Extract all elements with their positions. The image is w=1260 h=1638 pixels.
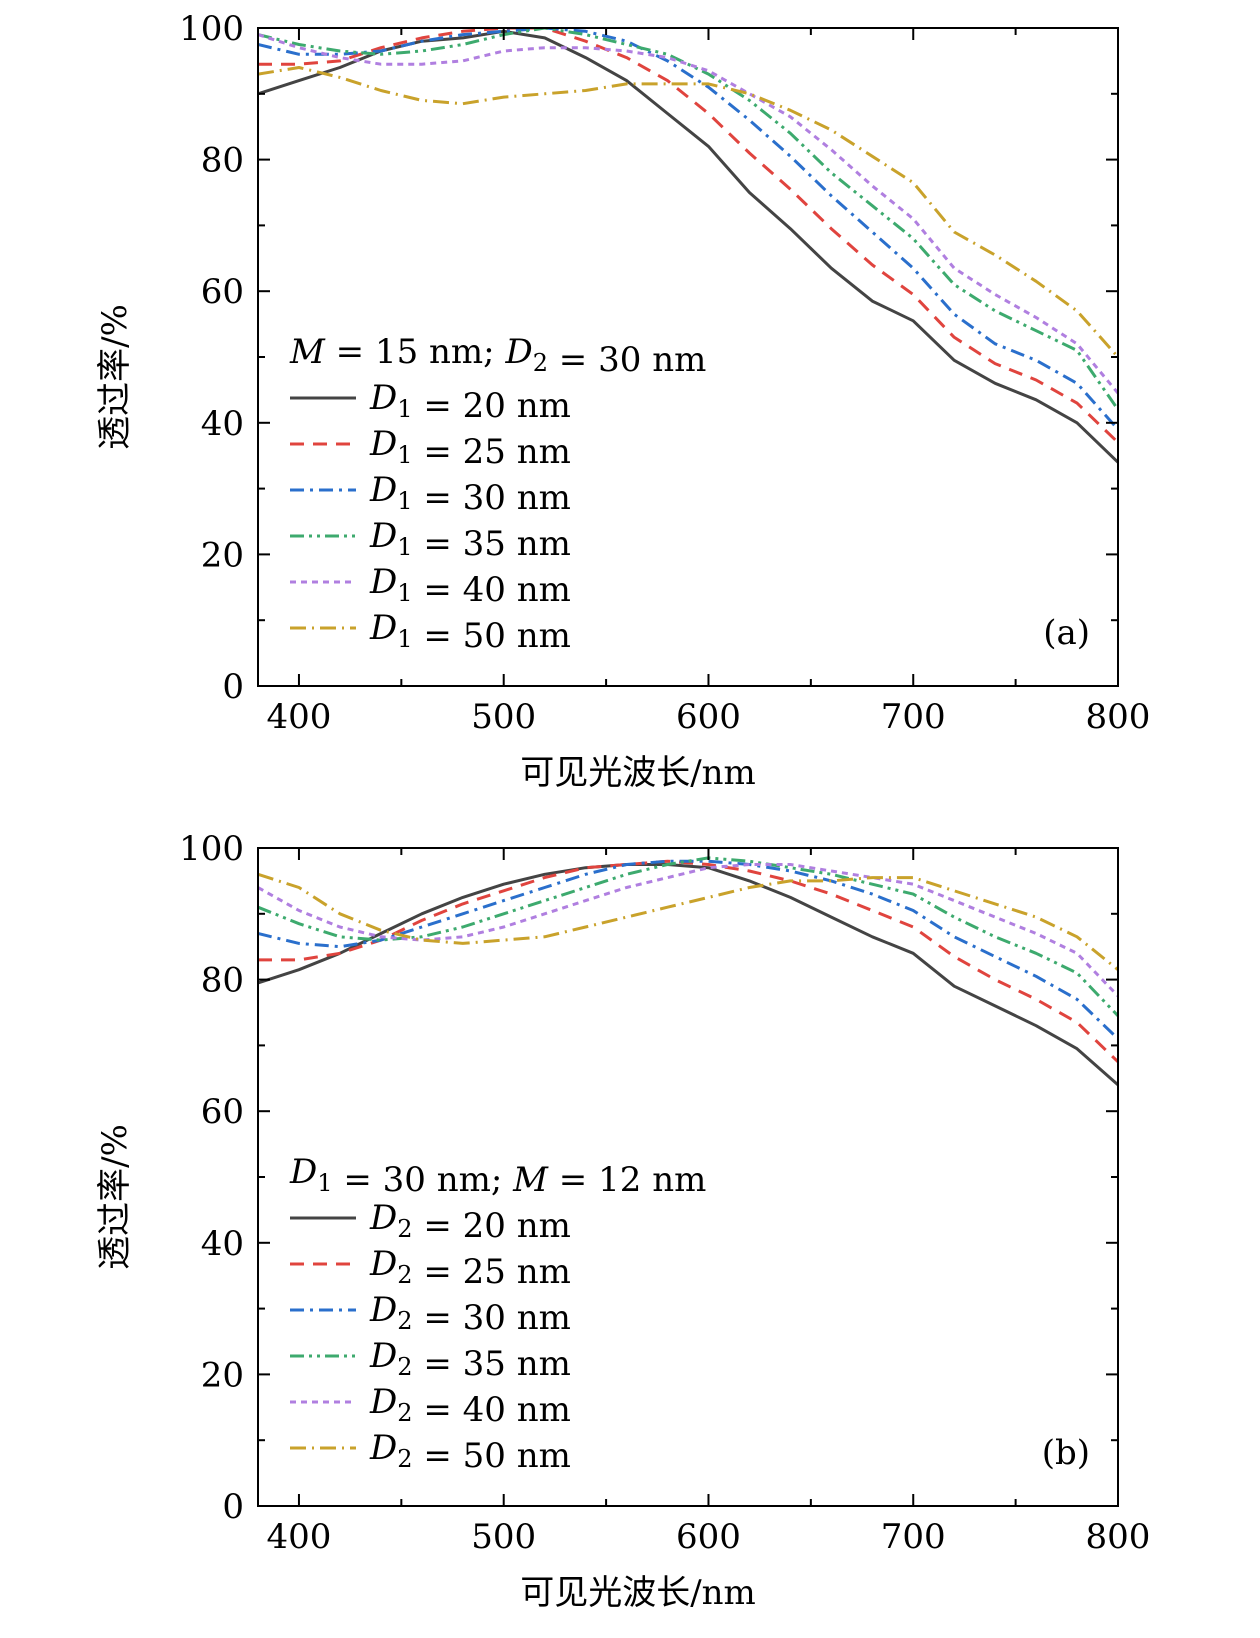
legend-label-3: D1 = 30 nm — [369, 470, 571, 518]
x-tick-label: 600 — [676, 1517, 741, 1557]
y-tick-label: 40 — [201, 404, 244, 444]
y-tick-label: 20 — [201, 535, 244, 575]
legend-label-3: D2 = 30 nm — [369, 1290, 571, 1338]
y-tick-label: 100 — [179, 9, 244, 49]
series-line-4 — [258, 28, 1118, 411]
x-axis-title: 可见光波长/nm — [520, 753, 756, 793]
panel-a: 400 500 600 700 800 0 20 40 60 80 100 可见光波长/nm 透过率/%… — [95, 9, 1150, 793]
panel-label: (a) — [1043, 613, 1090, 653]
y-tick-label: 100 — [179, 829, 244, 869]
panel-label: (b) — [1042, 1433, 1090, 1473]
series-line-6 — [258, 872, 1118, 971]
series-line-3 — [258, 859, 1118, 1040]
series-line-2 — [258, 28, 1118, 444]
y-tick-label: 60 — [201, 272, 244, 312]
legend-label-1: D2 = 20 nm — [369, 1198, 571, 1246]
legend-header: M = 15 nm; D2 = 30 nm — [289, 332, 706, 380]
y-tick-label: 40 — [201, 1224, 244, 1264]
x-tick-label: 700 — [881, 697, 946, 737]
series-line-1 — [258, 863, 1118, 1087]
y-axis-title: 透过率/% — [95, 304, 135, 450]
legend-label-5: D1 = 40 nm — [369, 562, 571, 610]
y-axis-title: 透过率/% — [95, 1124, 135, 1270]
x-tick-label: 800 — [1086, 697, 1151, 737]
y-tick-label: 80 — [201, 141, 244, 181]
y-tick-label: 20 — [201, 1355, 244, 1395]
x-tick-label: 700 — [881, 1517, 946, 1557]
legend-label-6: D2 = 50 nm — [369, 1428, 571, 1476]
x-tick-label: 500 — [471, 1517, 536, 1557]
y-tick-label: 0 — [222, 1487, 244, 1527]
x-tick-label: 400 — [266, 697, 331, 737]
y-tick-label: 80 — [201, 961, 244, 1001]
x-axis-title: 可见光波长/nm — [520, 1573, 756, 1613]
series-group — [258, 28, 1118, 464]
x-tick-label: 600 — [676, 697, 741, 737]
series-line-2 — [258, 859, 1118, 1063]
legend-label-2: D1 = 25 nm — [369, 424, 571, 472]
legend-label-5: D2 = 40 nm — [369, 1382, 571, 1430]
y-tick-label: 60 — [201, 1092, 244, 1132]
legend-label-4: D1 = 35 nm — [369, 516, 571, 564]
series-line-5 — [258, 33, 1118, 395]
legend-header: D1 = 30 nm; M = 12 nm — [289, 1152, 706, 1200]
series-line-3 — [258, 28, 1118, 431]
x-tick-label: 500 — [471, 697, 536, 737]
x-tick-label: 800 — [1086, 1517, 1151, 1557]
x-tick-label: 400 — [266, 1517, 331, 1557]
series-line-4 — [258, 856, 1118, 1017]
legend-label-4: D2 = 35 nm — [369, 1336, 571, 1384]
series-line-6 — [258, 66, 1118, 358]
series-group — [258, 856, 1118, 1087]
panel-b: 400 500 600 700 800 0 20 40 60 80 100 可见光波长/nm 透过率/%… — [95, 829, 1150, 1613]
legend-label-1: D1 = 20 nm — [369, 378, 571, 426]
legend-label-2: D2 = 25 nm — [369, 1244, 571, 1292]
legend-label-6: D1 = 50 nm — [369, 608, 571, 656]
y-tick-label: 0 — [222, 667, 244, 707]
